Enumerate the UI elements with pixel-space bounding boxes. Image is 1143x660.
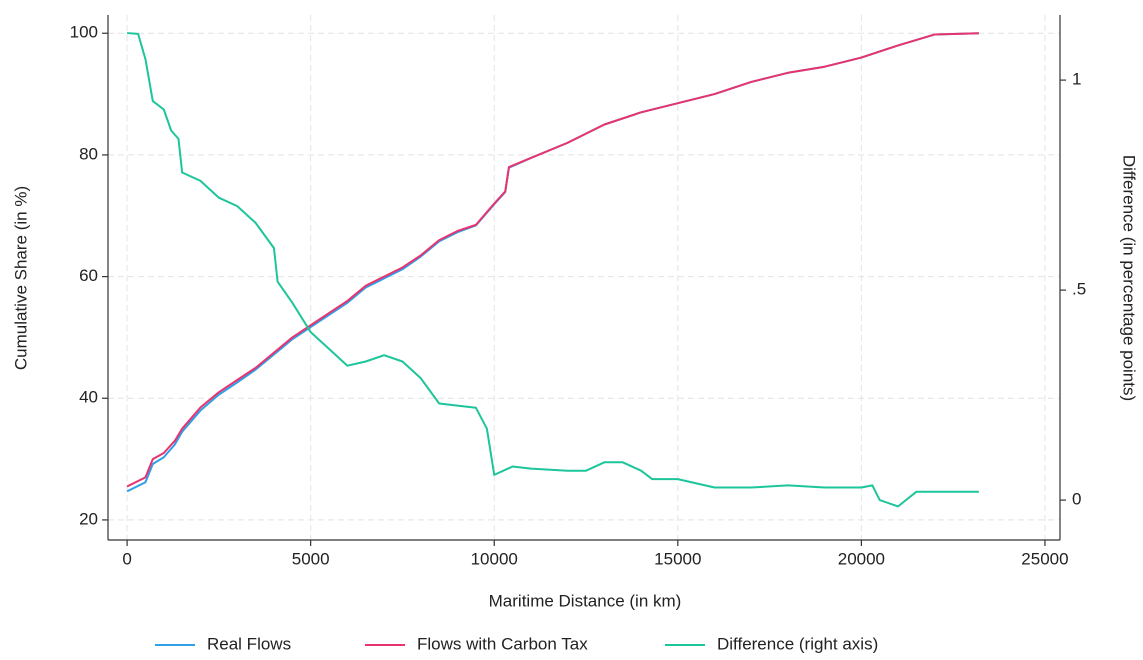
series-line <box>127 32 979 508</box>
y-tick-label: 40 <box>79 388 98 407</box>
x-tick-label: 20000 <box>838 549 885 568</box>
y2-tick-label: 1 <box>1072 70 1081 89</box>
x-tick-label: 15000 <box>654 549 701 568</box>
legend-label: Real Flows <box>207 634 291 653</box>
x-tick-label: 25000 <box>1021 549 1068 568</box>
x-tick-label: 10000 <box>471 549 518 568</box>
x-tick-label: 0 <box>122 549 131 568</box>
series-line <box>126 32 979 493</box>
y-tick-label: 20 <box>79 509 98 528</box>
y-tick-label: 60 <box>79 266 98 285</box>
x-tick-label: 5000 <box>292 549 330 568</box>
legend-label: Flows with Carbon Tax <box>417 634 588 653</box>
y-tick-label: 100 <box>70 23 98 42</box>
legend-label: Difference (right axis) <box>717 634 878 653</box>
y2-tick-label: 0 <box>1072 490 1081 509</box>
y2-axis-title: Difference (in percentage points) <box>1120 155 1139 401</box>
y-axis-title: Cumulative Share (in %) <box>11 186 30 370</box>
y2-tick-label: .5 <box>1072 280 1086 299</box>
y-tick-label: 80 <box>79 144 98 163</box>
series-line <box>126 32 979 488</box>
x-axis-title: Maritime Distance (in km) <box>489 591 682 610</box>
